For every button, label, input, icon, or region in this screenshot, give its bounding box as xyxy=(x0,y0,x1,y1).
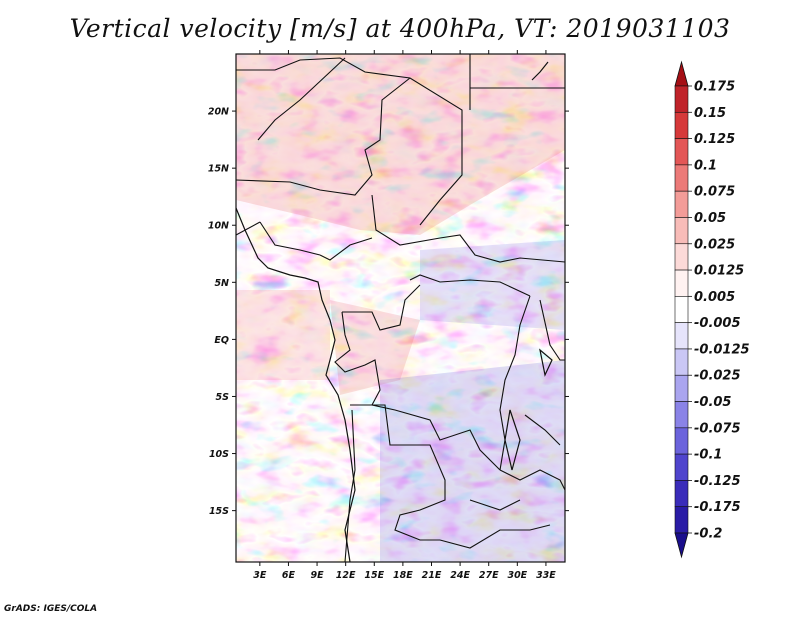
colorbar-label: 0.175 xyxy=(694,80,735,95)
lon-tick-label: 21E xyxy=(422,570,442,581)
colorbar-segment xyxy=(674,427,689,455)
colorbar-label: -0.025 xyxy=(694,369,741,384)
chart-title: Vertical velocity [m/s] at 400hPa, VT: 2… xyxy=(69,14,731,43)
lat-tick-label: 5N xyxy=(214,278,229,289)
lon-tick-label: 15E xyxy=(364,570,384,581)
lat-tick-label: 10S xyxy=(209,449,229,460)
colorbar-label: -0.05 xyxy=(694,395,731,410)
coastline xyxy=(236,61,553,562)
plot-frame xyxy=(235,53,566,563)
colorbar-segment xyxy=(674,269,689,297)
credit-text: GrADS: IGES/COLA xyxy=(4,604,98,614)
colorbar-segment xyxy=(674,453,689,481)
lon-tick-label: 30E xyxy=(507,570,527,581)
lon-tick-label: 18E xyxy=(393,570,413,581)
colorbar-label: 0.05 xyxy=(694,211,726,226)
latitude-axis: 20N 15N 10N 5N EQ 5S 10S 15S xyxy=(208,107,569,517)
colorbar-label: -0.175 xyxy=(694,500,741,515)
lon-tick-label: 24E xyxy=(450,570,470,581)
colorbar-segment xyxy=(674,532,689,559)
colorbar-segment xyxy=(674,348,689,376)
colorbar-segment xyxy=(674,374,689,402)
colorbar-label: -0.005 xyxy=(694,316,741,331)
lon-tick-label: 3E xyxy=(253,570,267,581)
lon-tick-label: 9E xyxy=(311,570,325,581)
colorbar-label: -0.125 xyxy=(694,474,741,489)
colorbar-label: -0.2 xyxy=(694,527,722,542)
velocity-field xyxy=(236,54,565,562)
longitude-axis: 3E 6E 9E 12E 15E 18E 21E 24E 27E 30E 33E xyxy=(253,50,556,581)
colorbar-segment xyxy=(674,296,689,323)
colorbar-segment xyxy=(674,85,689,113)
colorbar-segment xyxy=(674,322,689,350)
colorbar-segment xyxy=(674,480,689,508)
colorbar-label: 0.0125 xyxy=(694,264,744,279)
lon-tick-label: 12E xyxy=(336,570,356,581)
colorbar-label: -0.1 xyxy=(694,448,722,463)
lat-tick-label: 20N xyxy=(208,107,229,118)
colorbar-segment xyxy=(674,401,689,429)
colorbar-segment xyxy=(674,506,689,534)
colorbar-segment xyxy=(674,243,689,271)
colorbar-segment xyxy=(674,217,689,245)
colorbar-label: 0.025 xyxy=(694,237,735,252)
lon-tick-label: 33E xyxy=(536,570,556,581)
colorbar-segment xyxy=(674,190,689,218)
lat-tick-label: 10N xyxy=(208,221,229,232)
colorbar-label: 0.15 xyxy=(694,106,726,121)
colorbar-segment xyxy=(674,111,689,139)
colorbar-segment xyxy=(674,138,689,166)
lat-tick-label: 15N xyxy=(208,164,229,175)
lon-tick-label: 6E xyxy=(282,570,296,581)
colorbar-label: 0.075 xyxy=(694,185,735,200)
colorbar-label: -0.075 xyxy=(694,421,741,436)
colorbar-label: 0.125 xyxy=(694,132,735,147)
lat-tick-label: 15S xyxy=(209,506,229,517)
lon-tick-label: 27E xyxy=(479,570,499,581)
colorbar-segment xyxy=(674,60,689,87)
colorbar-label: -0.0125 xyxy=(694,342,750,357)
lat-tick-label: EQ xyxy=(214,335,229,346)
lat-tick-label: 5S xyxy=(216,392,230,403)
colorbar-segment xyxy=(674,164,689,192)
colorbar-label: 0.005 xyxy=(694,290,735,305)
colorbar: 0.175 0.15 0.125 0.1 0.075 0.05 0.025 0.0125 0.0… xyxy=(674,60,750,559)
colorbar-label: 0.1 xyxy=(694,158,717,173)
country-borders xyxy=(236,54,565,562)
